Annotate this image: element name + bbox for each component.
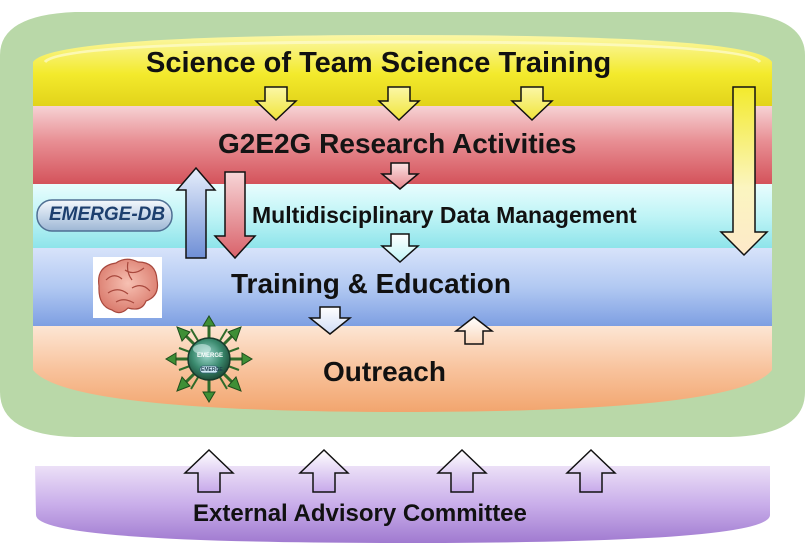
sots-down-arrow (254, 86, 298, 122)
data-mgmt-label: Multidisciplinary Data Management (252, 202, 637, 228)
advisory-up-arrow (565, 448, 617, 493)
sots-layer-highlight (43, 40, 762, 64)
training-down-arrow (307, 306, 353, 335)
sots-down-arrow (377, 86, 421, 122)
sots-down-arrow (510, 86, 554, 122)
data-mgmt-down-arrow (380, 233, 420, 264)
emerge-db-badge-label: EMERGE-DB (49, 204, 166, 225)
advisory-up-arrow (298, 448, 350, 493)
long-down-arrow (719, 86, 769, 257)
red-down-arrow (213, 171, 257, 260)
emerge-logo-top-text: EMERGE (197, 353, 224, 359)
outreach-up-arrow (453, 316, 495, 345)
sots-label: Science of Team Science Training (146, 47, 612, 79)
research-down-arrow (379, 162, 421, 190)
brain-icon (93, 257, 162, 318)
advisory-up-arrow (436, 448, 488, 493)
research-label: G2E2G Research Activities (218, 128, 577, 159)
sots-layer (33, 35, 772, 106)
training-label: Training & Education (231, 268, 512, 299)
outreach-label: Outreach (323, 356, 446, 387)
emerge-logo-icon (165, 315, 253, 403)
emerge-logo-bottom-text: EMERGE (201, 367, 223, 373)
emerge-db-badge (36, 199, 173, 232)
blue-up-arrow (175, 166, 217, 259)
advisory-up-arrow (183, 448, 235, 493)
advisory-label: External Advisory Committee (193, 500, 527, 527)
